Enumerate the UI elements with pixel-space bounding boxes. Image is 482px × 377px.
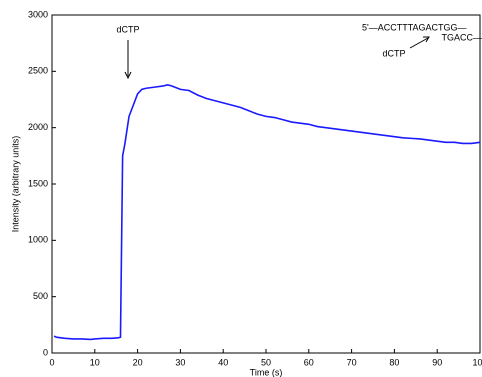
x-tick-label: 40: [218, 357, 228, 367]
y-tick-label: 2000: [28, 122, 48, 132]
y-tick-label: 0: [43, 347, 48, 357]
x-tick-label: 0: [49, 357, 54, 367]
x-tick-label: 100: [472, 357, 482, 367]
data-line: [53, 84, 481, 341]
x-tick-label: 20: [133, 357, 143, 367]
x-tick-label: 70: [347, 357, 357, 367]
annotation-arrowhead: [423, 36, 430, 43]
annotation-arrow: [409, 37, 429, 49]
x-tick-label: 10: [90, 357, 100, 367]
sequence-top: 5'—ACCTTTAGACTGG—: [362, 22, 467, 32]
annotation: dCTP: [116, 24, 139, 34]
plot-area: [51, 14, 481, 354]
x-tick-label: 80: [389, 357, 399, 367]
y-tick-label: 1000: [28, 235, 48, 245]
x-axis-label: Time (s): [250, 367, 283, 377]
annotation-arrowhead: [124, 71, 132, 80]
sequence-bottom: TGACC—: [442, 32, 482, 42]
x-tick-label: 90: [432, 357, 442, 367]
x-tick-label: 60: [304, 357, 314, 367]
y-tick-label: 1500: [28, 178, 48, 188]
x-tick-label: 50: [261, 357, 271, 367]
annotation: dCTP: [382, 48, 405, 58]
y-axis-label: Intensity (arbitrary units): [10, 136, 20, 233]
y-tick-label: 2500: [28, 66, 48, 76]
y-tick-label: 500: [33, 291, 48, 301]
x-tick-label: 30: [175, 357, 185, 367]
y-tick-label: 3000: [28, 9, 48, 19]
